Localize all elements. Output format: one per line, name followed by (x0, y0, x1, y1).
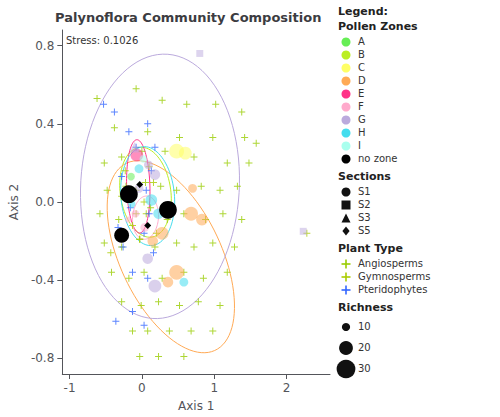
svg-text:B: B (358, 49, 365, 60)
svg-text:0: 0 (138, 381, 146, 395)
svg-text:Plant Type: Plant Type (338, 242, 403, 255)
svg-text:H: H (358, 127, 366, 138)
svg-text:E: E (358, 88, 364, 99)
svg-text:S5: S5 (358, 225, 371, 236)
svg-text:Axis 2: Axis 2 (7, 184, 21, 220)
svg-text:10: 10 (358, 321, 371, 332)
svg-text:A: A (358, 36, 365, 47)
svg-text:F: F (358, 101, 364, 112)
svg-text:I: I (358, 140, 361, 151)
svg-text:no zone: no zone (358, 153, 398, 164)
svg-text:Angiosperms: Angiosperms (358, 258, 423, 269)
svg-text:30: 30 (358, 363, 371, 374)
svg-text:-0.8: -0.8 (31, 351, 54, 365)
svg-text:-1: -1 (64, 381, 76, 395)
svg-text:2: 2 (283, 381, 291, 395)
svg-text:Stress: 0.1026: Stress: 0.1026 (66, 35, 138, 46)
svg-text:Axis 1: Axis 1 (178, 399, 214, 413)
svg-text:0.8: 0.8 (35, 39, 54, 53)
svg-text:Pteridophytes: Pteridophytes (358, 284, 427, 295)
svg-text:Legend:: Legend: (338, 5, 388, 18)
svg-text:20: 20 (358, 342, 371, 353)
svg-text:C: C (358, 62, 365, 73)
svg-text:Pollen Zones: Pollen Zones (338, 20, 418, 33)
svg-text:D: D (358, 75, 366, 86)
svg-text:0.0: 0.0 (35, 195, 54, 209)
svg-text:Richness: Richness (338, 301, 393, 314)
svg-text:S2: S2 (358, 199, 371, 210)
svg-text:-0.4: -0.4 (31, 273, 54, 287)
svg-text:Palynoflora Community Composit: Palynoflora Community Composition (55, 10, 321, 25)
svg-text:0.4: 0.4 (35, 117, 54, 131)
svg-text:Gymnosperms: Gymnosperms (358, 271, 430, 282)
svg-text:1: 1 (210, 381, 218, 395)
svg-text:S3: S3 (358, 212, 371, 223)
svg-text:S1: S1 (358, 186, 371, 197)
svg-text:Sections: Sections (338, 170, 391, 183)
svg-text:G: G (358, 114, 366, 125)
